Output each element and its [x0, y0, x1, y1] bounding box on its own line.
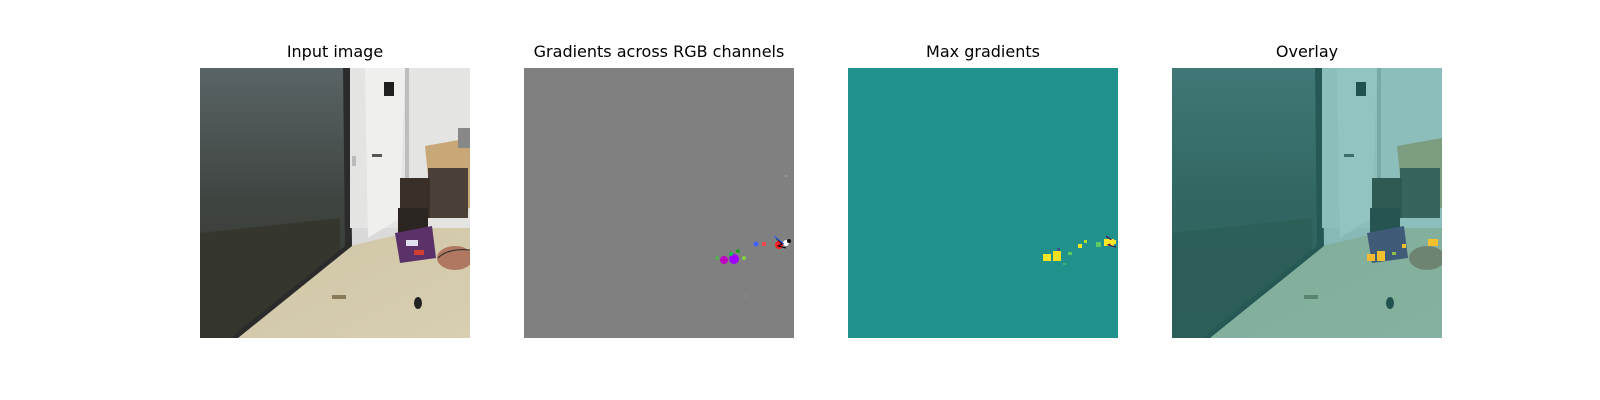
- overlay-panel: [1172, 68, 1442, 338]
- panel-title-max-gradients: Max gradients: [926, 42, 1040, 61]
- input-image: [200, 68, 470, 338]
- gradients-rgb-panel: [524, 68, 794, 338]
- panel-title-gradients-rgb: Gradients across RGB channels: [533, 42, 785, 61]
- panel-title-input-image: Input image: [286, 42, 384, 61]
- max-gradients-image: [848, 68, 1118, 338]
- panel-title-overlay: Overlay: [1275, 42, 1339, 61]
- input-image-panel: [200, 68, 470, 338]
- overlay-image: [1172, 68, 1442, 338]
- gradients-rgb-image: [524, 68, 794, 338]
- max-gradients-panel: [848, 68, 1118, 338]
